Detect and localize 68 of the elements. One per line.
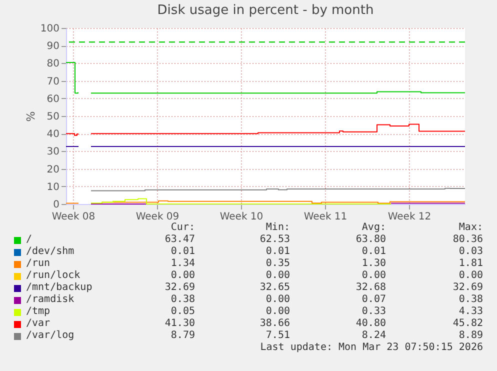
text: 1.30 [362, 258, 386, 270]
y-axis-title: % [24, 111, 38, 122]
text: 0.38 [458, 294, 483, 306]
x-tick-label: Week 12 [388, 212, 432, 222]
legend-label: /tmp [26, 306, 50, 318]
x-tick-label: Week 09 [136, 212, 180, 222]
text: 0.01 [170, 246, 195, 258]
text: 0.35 [266, 258, 290, 270]
y-tick-label: 70 [46, 76, 60, 88]
text: Min: [266, 222, 290, 234]
text: 0.03 [458, 246, 483, 258]
text: Max: [458, 222, 483, 234]
text: Last update: Mon Mar 23 07:50:15 2026 [260, 342, 483, 354]
x-tick-label: Week 08 [52, 212, 96, 222]
chart-title: Disk usage in percent - by month [157, 3, 374, 18]
x-tick-label: Week 11 [304, 212, 348, 222]
text: 38.66 [260, 318, 290, 330]
text: 0.01 [362, 246, 386, 258]
x-tick-label: Week 10 [220, 212, 264, 222]
text: 0.00 [266, 306, 290, 318]
text: 32.68 [356, 282, 386, 294]
text: 0.33 [362, 306, 386, 318]
y-tick-label: 40 [46, 129, 60, 140]
text: 0.01 [266, 246, 290, 258]
legend-label: /mnt/backup [26, 282, 92, 294]
text: 40.80 [356, 318, 386, 330]
legend-label: /run [26, 258, 50, 270]
legend-label: /dev/shm [26, 246, 74, 258]
y-tick-label: 100 [40, 24, 60, 34]
text: 8.24 [362, 330, 386, 342]
legend-label: /run/lock [26, 270, 80, 282]
y-tick-label: 10 [46, 182, 60, 193]
y-tick-label: 90 [46, 41, 60, 52]
text: Avg: [362, 222, 386, 234]
text: 1.34 [170, 258, 195, 270]
text: 62.53 [260, 234, 290, 246]
y-tick-label: 80 [46, 58, 60, 70]
text: 0.00 [266, 294, 290, 306]
text: 7.51 [266, 330, 290, 342]
text: 32.65 [260, 282, 290, 294]
text: 0.00 [458, 270, 483, 282]
y-tick-label: 30 [46, 146, 60, 158]
text: 8.79 [170, 330, 195, 342]
text: 63.80 [356, 234, 386, 246]
text: 63.47 [164, 234, 195, 246]
y-tick-label: 20 [46, 164, 60, 176]
text: 45.82 [452, 318, 483, 330]
text: 32.69 [164, 282, 195, 294]
text: 0.00 [266, 270, 290, 282]
legend-label: /var [26, 318, 50, 330]
legend-label: / [26, 234, 32, 246]
text: Cur: [170, 222, 195, 234]
y-tick-label: 50 [46, 112, 60, 122]
text: 1.81 [458, 258, 483, 270]
legend-label: /var/log [26, 330, 74, 342]
legend-label: /ramdisk [26, 294, 74, 306]
y-tick-label: 60 [46, 94, 60, 105]
text: 8.89 [458, 330, 483, 342]
text: 32.69 [452, 282, 483, 294]
text: 4.33 [458, 306, 483, 318]
text: 0.05 [170, 306, 195, 318]
text: 41.30 [164, 318, 195, 330]
text: 80.36 [452, 234, 483, 246]
text: 0.07 [362, 294, 386, 306]
text: 0.38 [170, 294, 195, 306]
text: 0.00 [362, 270, 386, 282]
text: 0.00 [170, 270, 195, 282]
y-tick-label: 0 [53, 200, 60, 210]
